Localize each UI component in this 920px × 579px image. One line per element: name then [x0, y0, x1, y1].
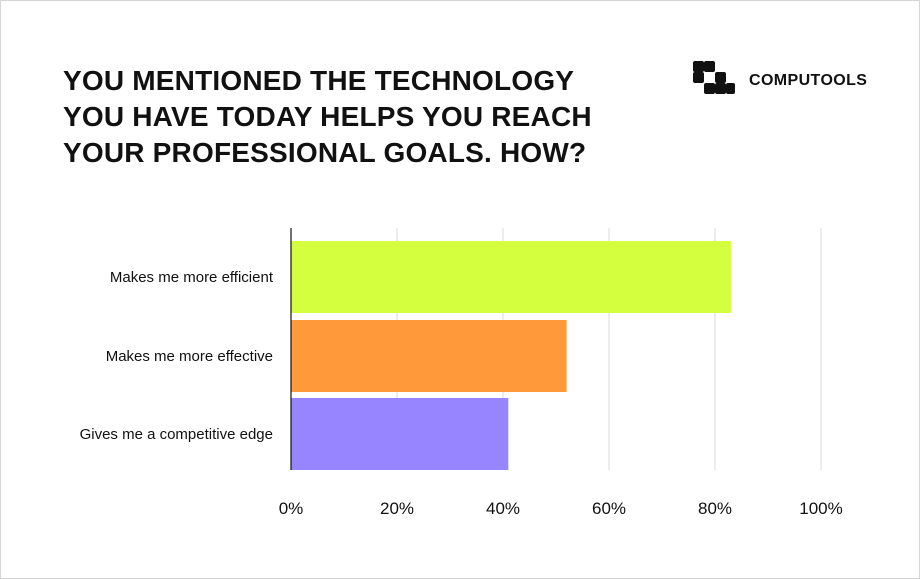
title-line-1: YOU MENTIONED THE TECHNOLOGY — [63, 65, 575, 96]
category-label-1: Makes me more efficient — [110, 269, 274, 286]
title-line-2: YOU HAVE TODAY HELPS YOU REACH — [63, 101, 592, 132]
category-label-2: Makes me more effective — [106, 348, 273, 365]
category-label-3: Gives me a competitive edge — [80, 426, 273, 443]
title-line-3: YOUR PROFESSIONAL GOALS. HOW? — [63, 137, 587, 168]
x-tick-label-60: 60% — [592, 499, 626, 518]
x-tick-label-40: 40% — [486, 499, 520, 518]
x-tick-label-100: 100% — [799, 499, 842, 518]
brand-logo: COMPUTOOLS — [691, 59, 867, 97]
x-tick-label-80: 80% — [698, 499, 732, 518]
computools-logo-icon — [693, 61, 735, 94]
chart-title: YOU MENTIONED THE TECHNOLOGY YOU HAVE TO… — [63, 63, 663, 171]
bar-1 — [291, 241, 731, 313]
x-tick-label-20: 20% — [380, 499, 414, 518]
x-tick-label-0: 0% — [279, 499, 304, 518]
bar-3 — [291, 398, 509, 470]
bar-2 — [291, 320, 567, 392]
brand-name: COMPUTOOLS — [749, 72, 868, 89]
